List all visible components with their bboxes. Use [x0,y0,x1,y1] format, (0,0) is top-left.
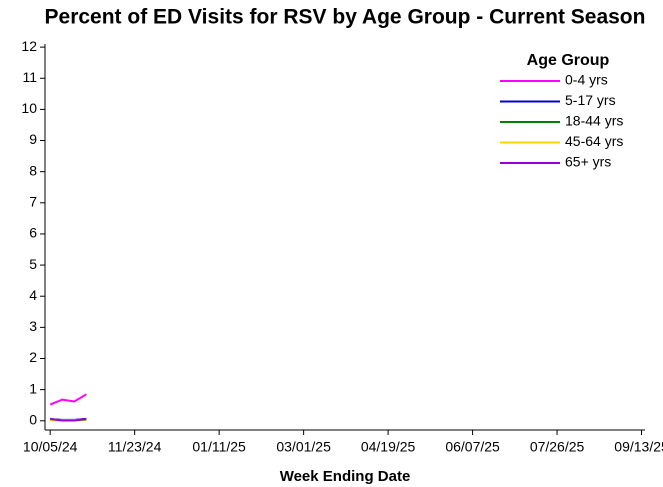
legend-label: 65+ yrs [565,154,611,170]
y-tick-label: 11 [22,69,37,85]
y-tick-label: 5 [29,256,37,272]
y-tick-label: 2 [29,349,37,365]
x-tick-label: 09/13/25 [614,439,663,455]
x-tick-label: 11/23/24 [108,439,162,455]
y-tick-label: 9 [29,131,37,147]
legend-title: Age Group [527,52,610,69]
y-tick-label: 0 [29,411,37,427]
y-tick-label: 4 [29,287,37,303]
x-tick-label: 04/19/25 [361,439,416,455]
y-tick-label: 10 [21,100,37,116]
y-tick-label: 1 [29,380,37,396]
y-tick-label: 8 [29,162,37,178]
legend-label: 18-44 yrs [565,113,623,129]
chart-title: Percent of ED Visits for RSV by Age Grou… [45,6,646,29]
y-tick-label: 12 [21,38,37,54]
legend-label: 0-4 yrs [565,72,608,88]
legend-label: 45-64 yrs [565,133,623,149]
x-axis-title: Week Ending Date [280,468,411,485]
series-line [49,393,87,406]
series-line [50,417,87,422]
y-tick-label: 3 [29,318,37,334]
x-tick-label: 06/07/25 [445,439,500,455]
y-tick-label: 6 [29,225,37,241]
y-tick-label: 7 [29,194,37,210]
x-tick-label: 03/01/25 [276,439,331,455]
x-tick-label: 01/11/25 [192,439,246,455]
x-tick-label: 07/26/25 [530,439,585,455]
x-tick-label: 10/05/24 [23,439,78,455]
legend-label: 5-17 yrs [565,92,616,108]
